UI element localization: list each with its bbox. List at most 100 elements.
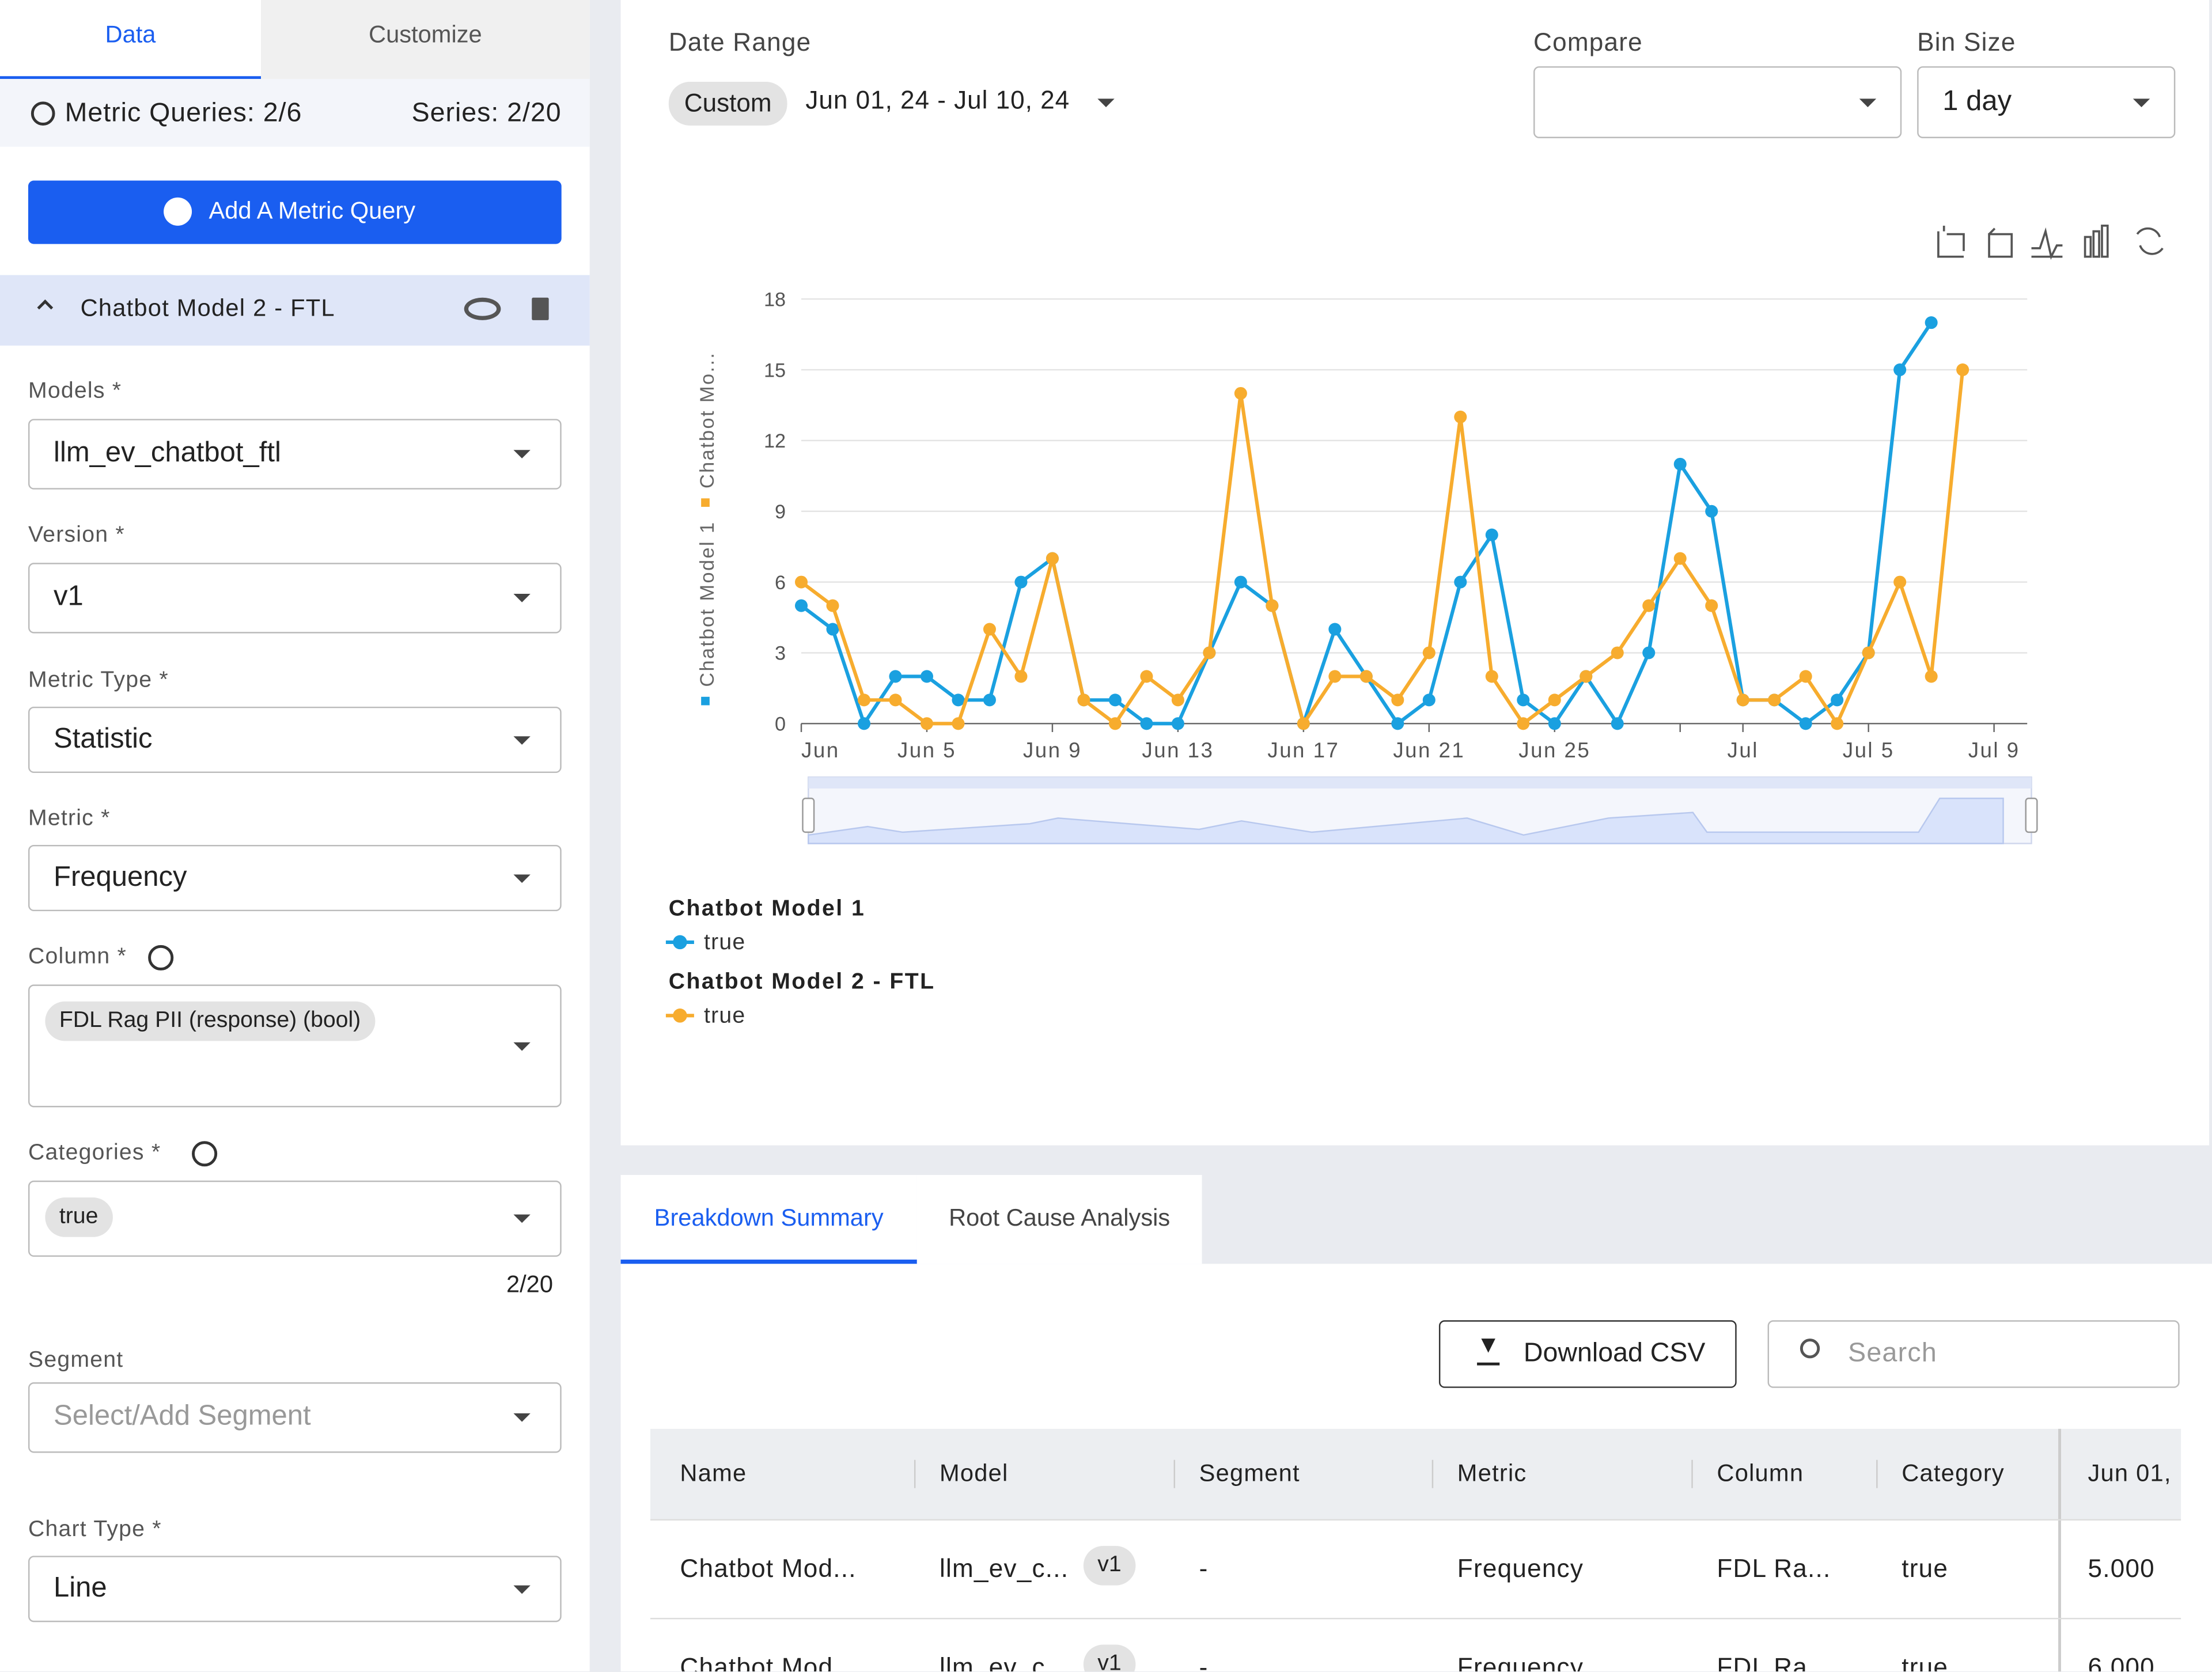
data-point (1893, 575, 1907, 589)
x-tick-label: Jun 9 (1023, 738, 1082, 762)
series-line (800, 369, 1965, 728)
y-tick-label: 15 (764, 359, 786, 381)
input-value[interactable]: Frequency (54, 861, 187, 892)
info-icon (31, 101, 55, 126)
tab-breakdown[interactable]: Breakdown Summary (620, 1175, 917, 1264)
version-chip: v1 (1083, 1546, 1136, 1586)
table-cell[interactable]: Frequency (1457, 1554, 1584, 1583)
tab-root-cause[interactable]: Root Cause Analysis (916, 1175, 1202, 1264)
x-tick-label: Jun (801, 738, 840, 762)
table-cell[interactable]: Frequency (1457, 1653, 1584, 1672)
input[interactable] (28, 706, 562, 774)
data-point (920, 717, 934, 730)
bin-size-dropdown[interactable] (1917, 66, 2176, 139)
plus-icon (164, 197, 192, 226)
data-point (952, 717, 965, 730)
table-cell[interactable]: llm_ev_c... (940, 1554, 1069, 1583)
date-chip: Custom (668, 82, 787, 126)
data-point (1359, 670, 1373, 683)
search-icon[interactable] (1800, 1339, 1820, 1359)
data-point (1140, 717, 1153, 730)
eye-button[interactable] (464, 297, 501, 320)
data-point (1705, 505, 1718, 518)
download-arrow (1481, 1339, 1495, 1355)
table-cell[interactable]: FDL Ra... (1717, 1554, 1831, 1583)
table-cell[interactable]: FDL Ra... (1717, 1653, 1831, 1672)
data-point (1642, 599, 1656, 612)
compare-dropdown[interactable] (1533, 66, 1902, 139)
data-point (1266, 599, 1279, 612)
legend-entry: true (704, 1003, 745, 1028)
y-axis-label: Chatbot Model 1 (696, 521, 718, 687)
version-chip: v1 (1083, 1644, 1136, 1672)
data-point (1077, 693, 1090, 707)
y-tick-label: 18 (764, 289, 786, 310)
input-value[interactable]: Line (54, 1572, 107, 1603)
legend-swatch (701, 498, 710, 507)
chip: true (45, 1197, 112, 1237)
data-point (1328, 670, 1342, 683)
data-point (1391, 717, 1404, 730)
input-value[interactable]: Statistic (54, 723, 153, 754)
data-point (1171, 693, 1184, 707)
caret-icon (513, 1584, 531, 1594)
data-point (1422, 646, 1435, 659)
input[interactable] (28, 563, 562, 634)
series-line (800, 321, 1933, 730)
data-point (1234, 386, 1247, 400)
date-range-dropdown[interactable]: Jun 01, 24 - Jul 10, 24 (805, 86, 1070, 115)
data-point (1548, 693, 1561, 707)
download-button[interactable] (1438, 1320, 1737, 1388)
table-cell[interactable]: true (1902, 1653, 1949, 1672)
search-input[interactable] (1767, 1320, 2180, 1388)
column-divider (2058, 1428, 2061, 1672)
data-point (1517, 693, 1530, 707)
data-point (1485, 528, 1498, 541)
bin-size-label: Bin Size (1917, 28, 2016, 56)
field-label: Chart Type * (28, 1518, 162, 1542)
column-header: Name (680, 1459, 747, 1487)
trash-button[interactable] (532, 297, 549, 320)
series-count: Series: 2/20 (411, 98, 562, 128)
x-tick-label: Jun 17 (1267, 738, 1339, 762)
data-point (857, 693, 871, 707)
table-cell[interactable]: true (1902, 1554, 1949, 1583)
search-placeholder[interactable]: Search (1848, 1339, 1937, 1368)
table-header[interactable] (650, 1428, 2181, 1519)
table-cell[interactable]: 5.000 (2088, 1554, 2155, 1583)
legend-marker (673, 1008, 687, 1023)
table-cell[interactable]: Chatbot Mod... (680, 1653, 857, 1672)
input[interactable] (28, 1556, 562, 1622)
input[interactable] (28, 1382, 562, 1453)
field-label: Version * (28, 523, 125, 548)
download-icon (1477, 1340, 1500, 1366)
table-cell[interactable]: 6.000 (2088, 1653, 2155, 1672)
input[interactable] (28, 844, 562, 912)
legend-group: Chatbot Model 2 - FTL (669, 969, 935, 994)
y-tick-label: 12 (764, 430, 786, 452)
input-placeholder[interactable]: Select/Add Segment (54, 1400, 311, 1432)
caret-icon (513, 594, 531, 602)
table-cell[interactable]: llm_ev_c... (940, 1653, 1069, 1672)
input[interactable] (28, 419, 562, 490)
caret-icon (513, 450, 531, 458)
button-text[interactable]: Add A Metric Query (209, 197, 416, 225)
tab-customize[interactable]: Customize (261, 0, 590, 79)
data-point (1705, 599, 1718, 612)
table-cell[interactable]: - (1199, 1653, 1209, 1672)
input[interactable] (28, 1180, 562, 1257)
table-cell[interactable]: Chatbot Mod... (680, 1554, 857, 1583)
add-button[interactable] (28, 180, 562, 244)
input-value[interactable]: v1 (54, 581, 84, 612)
y-axis-label: Chatbot Mo... (696, 352, 718, 489)
field-label: Metric * (28, 806, 111, 831)
table-cell[interactable]: - (1199, 1554, 1209, 1583)
data-point (826, 599, 839, 612)
tab-data[interactable]: Data (0, 0, 262, 79)
data-point (1799, 717, 1812, 730)
data-point (1014, 575, 1028, 589)
column-header: Segment (1199, 1459, 1300, 1487)
input-value[interactable]: llm_ev_chatbot_ftl (54, 437, 281, 469)
